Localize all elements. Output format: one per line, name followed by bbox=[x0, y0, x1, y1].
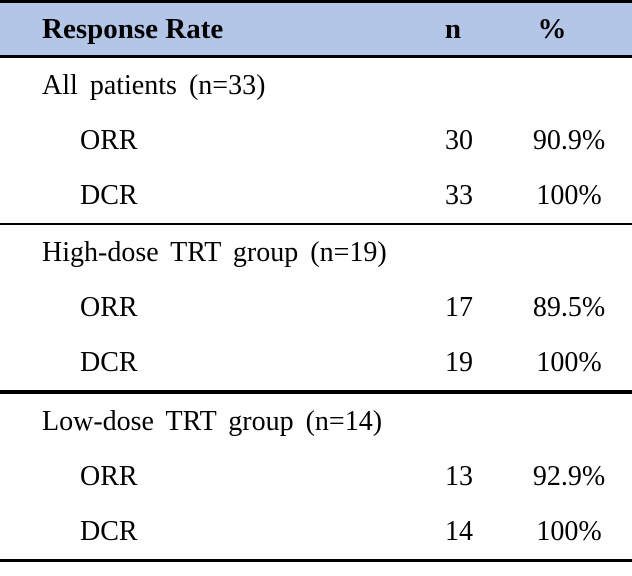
table-header-row: Response Rate n % bbox=[0, 3, 632, 58]
table-row: ORR 13 92.9% bbox=[0, 449, 632, 504]
row-percent-value: 100% bbox=[536, 179, 602, 211]
row-label: ORR bbox=[80, 124, 138, 156]
section-high-dose-trt: High-dose TRT group (n=19) ORR 17 89.5% … bbox=[0, 225, 632, 394]
row-percent-value: 92.9% bbox=[532, 460, 606, 492]
row-n-value: 14 bbox=[445, 515, 473, 547]
table-row: DCR 19 100% bbox=[0, 335, 632, 390]
section-title-row: High-dose TRT group (n=19) bbox=[0, 225, 632, 280]
response-rate-table: Response Rate n % All patients (n=33) OR… bbox=[0, 0, 632, 562]
row-n-value: 17 bbox=[445, 291, 473, 323]
section-low-dose-trt: Low-dose TRT group (n=14) ORR 13 92.9% D… bbox=[0, 394, 632, 559]
row-percent-value: 90.9% bbox=[532, 124, 606, 156]
column-header-n: n bbox=[444, 12, 462, 45]
table-row: ORR 30 90.9% bbox=[0, 113, 632, 168]
row-percent-value: 100% bbox=[536, 515, 602, 547]
section-title: All patients (n=33) bbox=[42, 69, 266, 101]
row-label: ORR bbox=[80, 460, 138, 492]
row-percent-value: 100% bbox=[536, 346, 602, 378]
row-percent-value: 89.5% bbox=[532, 291, 606, 323]
table-row: DCR 14 100% bbox=[0, 504, 632, 559]
row-label: ORR bbox=[80, 291, 138, 323]
section-title: Low-dose TRT group (n=14) bbox=[42, 405, 383, 437]
column-header-response-rate: Response Rate bbox=[42, 12, 224, 45]
section-all-patients: All patients (n=33) ORR 30 90.9% DCR 33 … bbox=[0, 58, 632, 225]
row-n-value: 33 bbox=[445, 179, 473, 211]
row-label: DCR bbox=[80, 515, 138, 547]
table-row: DCR 33 100% bbox=[0, 168, 632, 223]
section-title-row: Low-dose TRT group (n=14) bbox=[0, 394, 632, 449]
section-title: High-dose TRT group (n=19) bbox=[42, 236, 387, 268]
row-label: DCR bbox=[80, 346, 138, 378]
table-row: ORR 17 89.5% bbox=[0, 280, 632, 335]
column-header-percent: % bbox=[537, 12, 567, 45]
row-label: DCR bbox=[80, 179, 138, 211]
section-title-row: All patients (n=33) bbox=[0, 58, 632, 113]
row-n-value: 30 bbox=[445, 124, 473, 156]
row-n-value: 13 bbox=[445, 460, 473, 492]
row-n-value: 19 bbox=[445, 346, 473, 378]
